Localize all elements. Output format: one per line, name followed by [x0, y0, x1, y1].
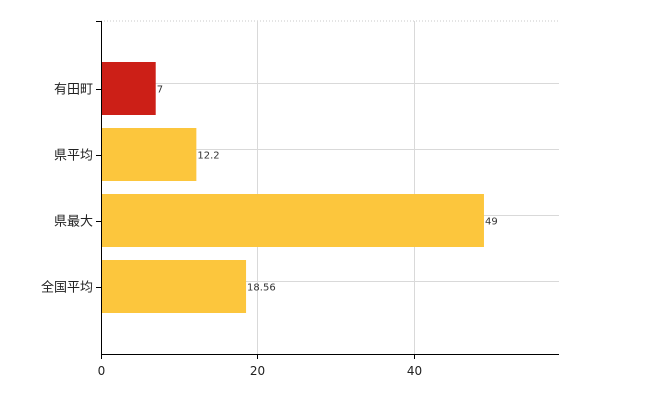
bar: [101, 194, 484, 247]
category-label: 全国平均: [41, 280, 93, 296]
data-label: 7: [157, 85, 163, 96]
bar: [101, 260, 247, 313]
x-tick-label: 20: [250, 364, 265, 378]
axes: [96, 21, 559, 359]
x-tick-label: 0: [98, 364, 106, 378]
bar: [101, 62, 156, 115]
labels: 7 有田町 12.2 県平均 49 県最大 18.56 全国平均 0 20 40: [41, 83, 498, 379]
category-label: 県平均: [54, 149, 93, 164]
data-label: 12.2: [197, 151, 219, 162]
data-label: 18.56: [247, 283, 276, 294]
bars: [101, 62, 484, 313]
bar: [101, 128, 197, 181]
category-label: 県最大: [54, 215, 93, 230]
data-label: 49: [485, 217, 498, 228]
x-tick-label: 40: [407, 364, 422, 378]
category-label: 有田町: [54, 83, 93, 98]
